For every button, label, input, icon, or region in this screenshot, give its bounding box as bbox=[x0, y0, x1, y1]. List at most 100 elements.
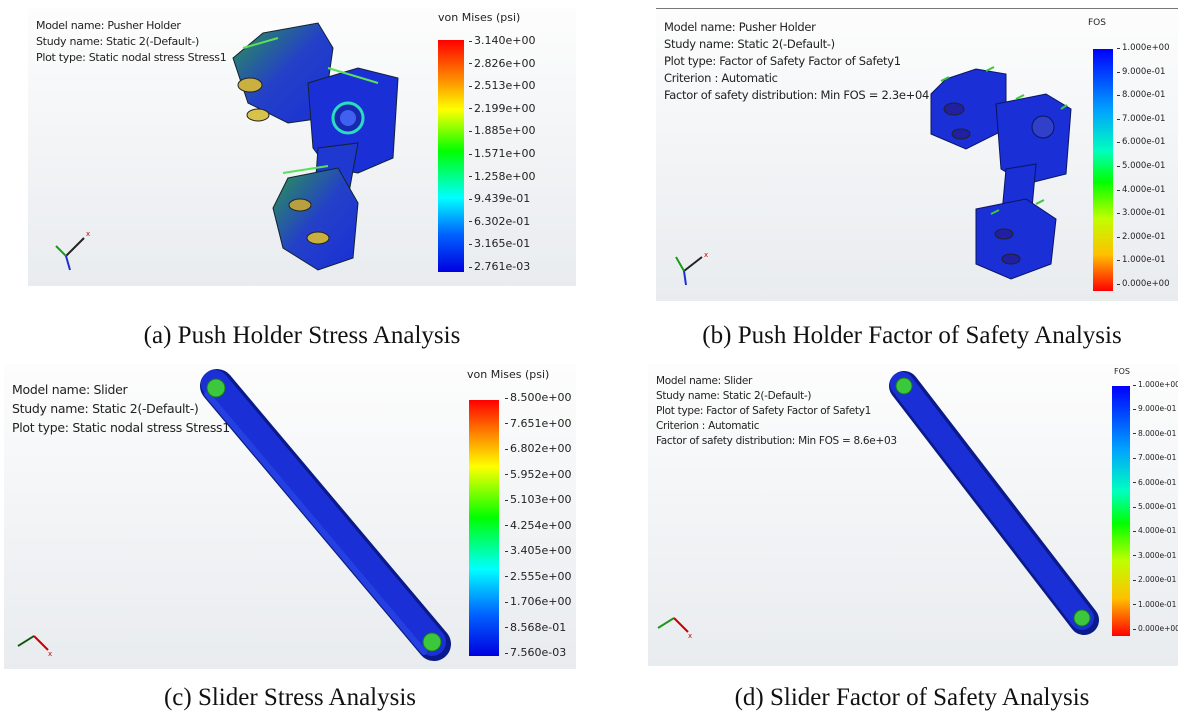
tick-label: 1.000e-01 bbox=[1116, 255, 1166, 266]
model-name: Model name: Pusher Holder bbox=[664, 20, 816, 34]
caption-d: (d) Slider Factor of Safety Analysis bbox=[734, 684, 1090, 711]
model-name: Model name: Slider bbox=[12, 382, 128, 397]
panel-a-stress-plot: Model name: Pusher Holder Study name: St… bbox=[28, 8, 576, 286]
legend-title: von Mises (psi) bbox=[467, 368, 550, 381]
tick-label: 4.000e-01 bbox=[1116, 184, 1166, 195]
tick-label: 1.000e+00 bbox=[1133, 380, 1178, 389]
tick-label: 3.165e-01 bbox=[468, 237, 531, 251]
stress-ticks: 3.140e+00 2.826e+00 2.513e+00 2.199e+00 … bbox=[468, 34, 572, 274]
tick-label: 1.000e+00 bbox=[1117, 43, 1170, 53]
tick-label: 8.568e-01 bbox=[504, 620, 567, 634]
legend-title: FOS bbox=[1088, 18, 1106, 28]
tick-label: 8.000e-01 bbox=[1132, 428, 1177, 438]
fos-ticks: 1.000e+00 9.000e-01 8.000e-01 7.000e-01 … bbox=[1132, 380, 1178, 640]
study-name: Study name: Static 2(-Default-) bbox=[12, 401, 199, 416]
svg-text:x: x bbox=[48, 650, 52, 658]
tick-label: 5.103e+00 bbox=[504, 493, 572, 506]
tick-label: 0.000e+00 bbox=[1133, 624, 1178, 633]
tick-label: 5.952e+00 bbox=[504, 467, 572, 481]
min-fos: Factor of safety distribution: Min FOS =… bbox=[664, 88, 930, 102]
tick-label: 6.000e-01 bbox=[1132, 477, 1177, 487]
plot-type: Plot type: Static nodal stress Stress1 bbox=[12, 420, 230, 435]
tick-label: 5.000e-01 bbox=[1132, 502, 1177, 511]
tick-label: 1.706e+00 bbox=[504, 595, 572, 608]
study-name: Study name: Static 2(-Default-) bbox=[36, 35, 200, 48]
part-body bbox=[889, 371, 1099, 635]
axis-triad-icon: x bbox=[55, 230, 90, 271]
fos-ticks: 1.000e+00 9.000e-01 8.000e-01 7.000e-01 … bbox=[1116, 43, 1176, 293]
tick-label: 8.000e-01 bbox=[1116, 90, 1166, 101]
slider-model: x bbox=[17, 369, 451, 661]
panel-c-info: Model name: Slider Study name: Static 2(… bbox=[12, 380, 230, 437]
tick-label: 8.500e+00 bbox=[504, 391, 572, 404]
svg-text:x: x bbox=[688, 632, 692, 640]
slider-model: x bbox=[657, 371, 1099, 640]
tick-label: 6.802e+00 bbox=[504, 442, 572, 455]
axis-triad-icon: x bbox=[657, 617, 692, 640]
part-body bbox=[232, 22, 399, 271]
part-body bbox=[200, 369, 451, 661]
tick-label: 3.405e+00 bbox=[504, 544, 572, 557]
pusher-holder-model: x bbox=[55, 22, 399, 271]
tick-label: 7.651e+00 bbox=[504, 416, 572, 430]
study-name: Study name: Static 2(-Default-) bbox=[664, 37, 835, 51]
svg-text:x: x bbox=[704, 251, 708, 259]
legend-title: FOS bbox=[1114, 367, 1130, 376]
panel-d-info: Model name: Slider Study name: Static 2(… bbox=[656, 374, 897, 449]
tick-label: 9.000e-01 bbox=[1116, 66, 1166, 77]
tick-label: 4.000e-01 bbox=[1132, 526, 1177, 536]
pusher-holder-model: x bbox=[675, 66, 1072, 286]
tick-label: 1.258e+00 bbox=[468, 169, 536, 183]
caption-c: (c) Slider Stress Analysis bbox=[163, 684, 417, 711]
axis-triad-icon: x bbox=[675, 251, 708, 286]
tick-label: 7.000e-01 bbox=[1132, 453, 1177, 463]
model-name: Model name: Slider bbox=[656, 375, 753, 387]
plot-type: Plot type: Factor of Safety Factor of Sa… bbox=[656, 405, 872, 417]
tick-label: 9.439e-01 bbox=[468, 192, 531, 206]
tick-label: 9.000e-01 bbox=[1132, 404, 1177, 414]
svg-text:x: x bbox=[86, 230, 90, 238]
panel-c-stress-plot: Model name: Slider Study name: Static 2(… bbox=[4, 364, 576, 669]
fos-colorbar bbox=[1112, 386, 1130, 636]
tick-label: 2.761e-03 bbox=[468, 260, 531, 273]
tick-label: 1.000e-01 bbox=[1132, 599, 1177, 609]
tick-label: 4.254e+00 bbox=[504, 518, 572, 532]
tick-label: 2.000e-01 bbox=[1132, 575, 1177, 585]
stress-colorbar bbox=[438, 40, 464, 272]
tick-label: 0.000e+00 bbox=[1117, 279, 1170, 289]
tick-label: 2.199e+00 bbox=[468, 101, 536, 115]
panel-a-info: Model name: Pusher Holder Study name: St… bbox=[36, 18, 227, 66]
tick-label: 3.000e-01 bbox=[1132, 550, 1177, 560]
tick-label: 7.000e-01 bbox=[1116, 113, 1166, 124]
model-name: Model name: Pusher Holder bbox=[36, 19, 181, 32]
legend-title: von Mises (psi) bbox=[438, 11, 521, 24]
min-fos: Factor of safety distribution: Min FOS =… bbox=[656, 435, 897, 447]
study-name: Study name: Static 2(-Default-) bbox=[656, 390, 812, 402]
axis-triad-icon: x bbox=[17, 635, 52, 658]
stress-colorbar bbox=[469, 400, 499, 656]
caption-a: (a) Push Holder Stress Analysis bbox=[143, 322, 461, 349]
tick-label: 6.302e-01 bbox=[468, 214, 531, 228]
caption-b: (b) Push Holder Factor of Safety Analysi… bbox=[702, 322, 1122, 349]
tick-label: 3.000e-01 bbox=[1116, 208, 1166, 219]
tick-label: 2.513e+00 bbox=[468, 79, 536, 93]
part-body bbox=[930, 66, 1072, 280]
criterion: Criterion : Automatic bbox=[664, 71, 778, 85]
panel-b-info: Model name: Pusher Holder Study name: St… bbox=[664, 19, 929, 104]
tick-label: 5.000e-01 bbox=[1116, 161, 1166, 171]
fos-colorbar bbox=[1093, 49, 1113, 291]
tick-label: 2.826e+00 bbox=[468, 56, 536, 70]
stress-ticks: 8.500e+00 7.651e+00 6.802e+00 5.952e+00 … bbox=[504, 391, 574, 661]
plot-type: Plot type: Static nodal stress Stress1 bbox=[36, 51, 227, 64]
tick-label: 2.555e+00 bbox=[504, 569, 572, 583]
tick-label: 2.000e-01 bbox=[1116, 231, 1166, 242]
tick-label: 6.000e-01 bbox=[1116, 137, 1166, 148]
panel-b-fos-plot: Model name: Pusher Holder Study name: St… bbox=[656, 8, 1178, 301]
criterion: Criterion : Automatic bbox=[656, 420, 760, 432]
tick-label: 1.885e+00 bbox=[468, 124, 536, 138]
tick-label: 7.560e-03 bbox=[504, 646, 567, 659]
tick-label: 3.140e+00 bbox=[468, 34, 536, 47]
tick-label: 1.571e+00 bbox=[468, 147, 536, 160]
plot-type: Plot type: Factor of Safety Factor of Sa… bbox=[664, 54, 901, 68]
panel-d-fos-plot: Model name: Slider Study name: Static 2(… bbox=[648, 364, 1178, 666]
